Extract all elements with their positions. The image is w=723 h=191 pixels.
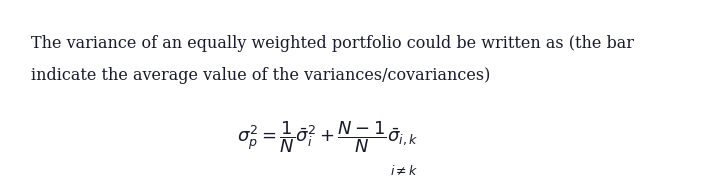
Text: indicate the average value of the variances/covariances): indicate the average value of the varian… xyxy=(31,67,490,84)
Text: $i\neq k$: $i\neq k$ xyxy=(390,164,419,178)
Text: The variance of an equally weighted portfolio could be written as (the bar: The variance of an equally weighted port… xyxy=(31,35,634,52)
Text: $\sigma_p^2 = \dfrac{1}{N}\bar{\sigma}_i^2 + \dfrac{N-1}{N}\bar{\sigma}_{i,k}$: $\sigma_p^2 = \dfrac{1}{N}\bar{\sigma}_i… xyxy=(237,119,418,155)
